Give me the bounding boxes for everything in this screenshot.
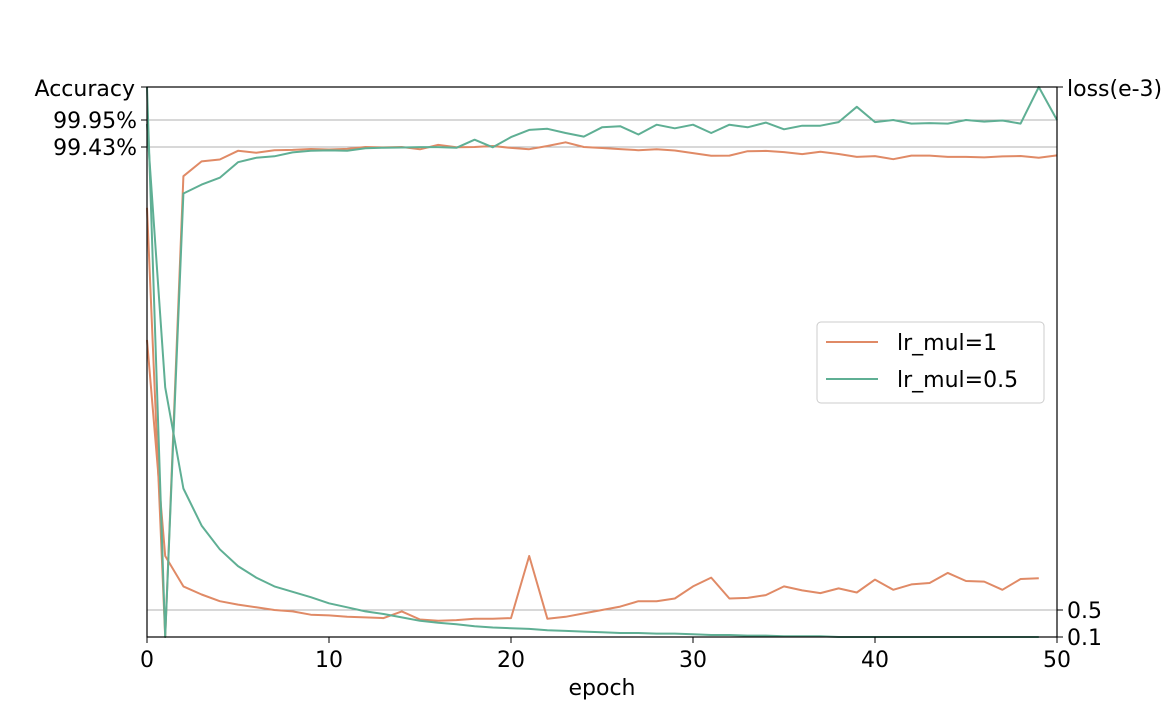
x-tick-label-10: 10 [315,648,343,673]
y-axis-left-title: Accuracy [35,77,135,102]
x-tick-label-40: 40 [861,648,889,673]
legend: lr_mul=1 lr_mul=0.5 [816,321,1045,404]
right-tick-label-0: 0.5 [1067,599,1102,624]
line-loss-lr-mul-1 [146,339,1039,622]
x-axis-title: epoch [569,676,636,701]
left-axis-ticks: 99.95%99.43% [53,86,147,161]
legend-label-lr-mul-1: lr_mul=1 [897,331,997,356]
left-tick-label-1: 99.43% [53,136,137,161]
line-accuracy-lr-mul-1 [146,141,1058,638]
x-tick-label-0: 0 [140,648,154,673]
y-axis-right-title: loss(e-3) [1067,77,1162,102]
line-accuracy-lr-mul-0-5 [146,86,1058,638]
x-tick-label-20: 20 [497,648,525,673]
x-tick-label-30: 30 [679,648,707,673]
right-axis-ticks: 0.50.1 [1057,86,1102,651]
right-tick-label-1: 0.1 [1067,626,1102,651]
plot-frame [146,86,1058,638]
x-axis-ticks: 0 10 20 30 40 50 [140,637,1071,673]
left-tick-label-0: 99.95% [53,109,137,134]
legend-label-lr-mul-0-5: lr_mul=0.5 [897,368,1018,393]
x-tick-label-50: 50 [1043,648,1071,673]
